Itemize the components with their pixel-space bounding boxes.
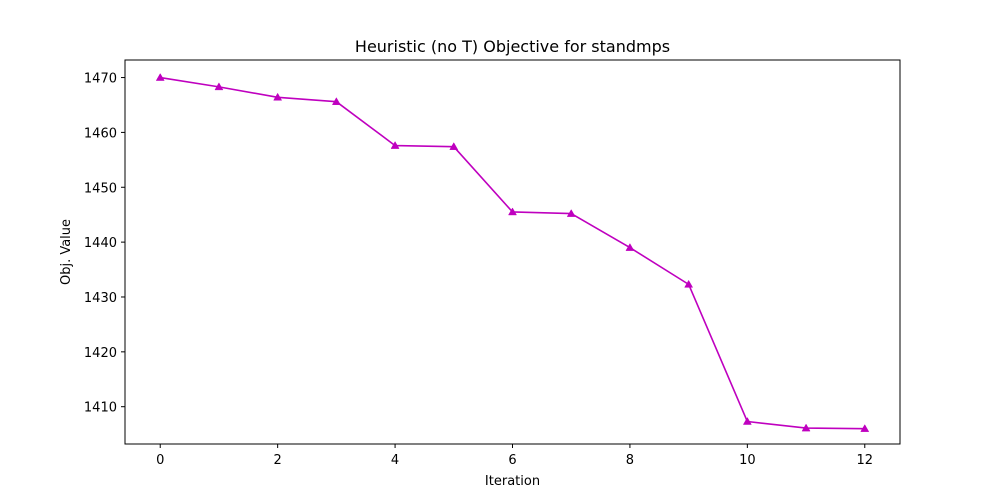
series-layer <box>155 73 870 432</box>
x-axis: 0 2 4 6 8 10 12 <box>156 444 873 468</box>
y-tick-label: 1460 <box>84 126 117 141</box>
series-line <box>160 76 865 430</box>
x-tick-label: 2 <box>274 453 282 468</box>
y-tick-label: 1470 <box>84 72 117 87</box>
data-point-marker <box>508 207 517 216</box>
data-point-marker <box>801 423 811 432</box>
data-point-marker <box>684 279 694 288</box>
data-point-marker <box>566 209 576 217</box>
data-point-marker <box>742 417 752 425</box>
data-point-marker <box>331 97 341 105</box>
x-tick-label: 6 <box>508 453 516 468</box>
y-tick-label: 1440 <box>84 236 117 251</box>
y-tick-label: 1410 <box>84 401 117 416</box>
data-point-marker <box>214 82 224 91</box>
chart-title: Heuristic (no T) Objective for standmps <box>355 37 670 56</box>
y-axis-label: Obj. Value <box>59 219 74 285</box>
y-tick-label: 1430 <box>84 291 117 306</box>
y-axis: 1410 1420 1430 1440 1450 1460 1470 <box>84 72 125 416</box>
data-point-marker <box>273 92 283 101</box>
data-point-marker <box>860 424 870 432</box>
data-point-marker <box>155 73 165 81</box>
x-tick-label: 0 <box>156 453 164 468</box>
x-tick-label: 12 <box>856 453 873 468</box>
x-tick-label: 8 <box>626 453 634 468</box>
plot-area-frame <box>124 59 901 445</box>
y-tick-label: 1420 <box>84 346 117 361</box>
y-tick-label: 1450 <box>84 181 117 196</box>
x-tick-label: 4 <box>391 453 399 468</box>
data-point-marker <box>625 243 635 251</box>
data-point-marker <box>449 142 459 150</box>
x-tick-label: 10 <box>739 453 756 468</box>
x-axis-label: Iteration <box>485 474 540 489</box>
data-point-marker <box>390 141 400 149</box>
